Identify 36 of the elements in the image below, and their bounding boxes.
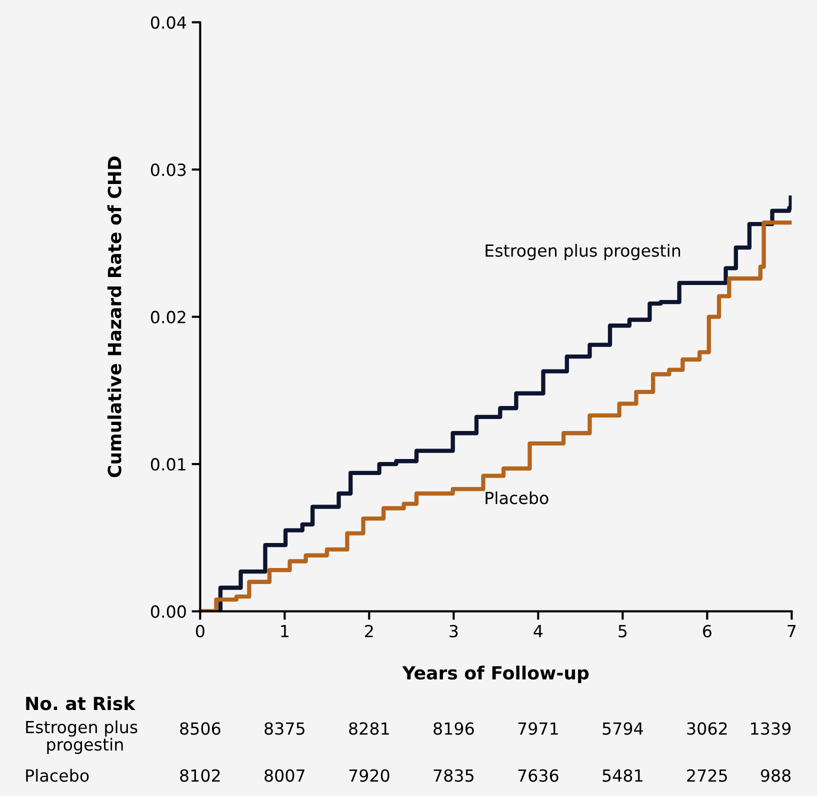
- text: 8102: [180, 769, 220, 782]
- text: No. at Risk: [26, 696, 136, 710]
- y-tick-label: 0.04: [150, 16, 186, 29]
- x-tick-label: 1: [281, 625, 288, 638]
- text: 1339: [751, 722, 790, 735]
- text: Placebo: [26, 768, 89, 782]
- text: Estrogen plus progestin: [26, 720, 138, 754]
- text: 2725: [687, 769, 727, 782]
- text: 3062: [687, 722, 727, 735]
- x-tick-label: 2: [365, 624, 373, 638]
- text: 5794: [602, 722, 643, 735]
- x-tick-label: 6: [703, 624, 712, 638]
- x-tick-label: 4: [534, 625, 543, 638]
- text: 7920: [349, 769, 390, 782]
- text: 7636: [518, 769, 558, 782]
- text: 7971: [518, 722, 558, 735]
- x-tick-label: 3: [450, 624, 458, 638]
- y-tick-label: 0.02: [150, 310, 186, 324]
- x-tick-label: 7: [788, 625, 796, 638]
- x-tick-label: 5: [618, 625, 627, 638]
- text: 5481: [602, 769, 642, 782]
- series-label: Placebo: [486, 491, 548, 504]
- x-axis-title: Years of Follow-up: [402, 666, 589, 684]
- y-tick-label: 0.01: [150, 458, 186, 471]
- text: 8196: [434, 722, 474, 735]
- y-tick-label: 0.00: [150, 605, 186, 618]
- text: 8007: [264, 769, 304, 782]
- text: 8506: [180, 722, 220, 735]
- x-tick-label: 0: [196, 624, 204, 638]
- text: 7835: [434, 769, 474, 782]
- text: 988: [760, 769, 791, 782]
- text: 8281: [349, 722, 389, 735]
- y-tick-label: 0.03: [150, 164, 186, 176]
- text: 8375: [264, 722, 304, 735]
- series-label: Estrogen plus progestin: [486, 244, 680, 260]
- y-axis-title: Cumulative Hazard Rate of CHD: [107, 156, 122, 478]
